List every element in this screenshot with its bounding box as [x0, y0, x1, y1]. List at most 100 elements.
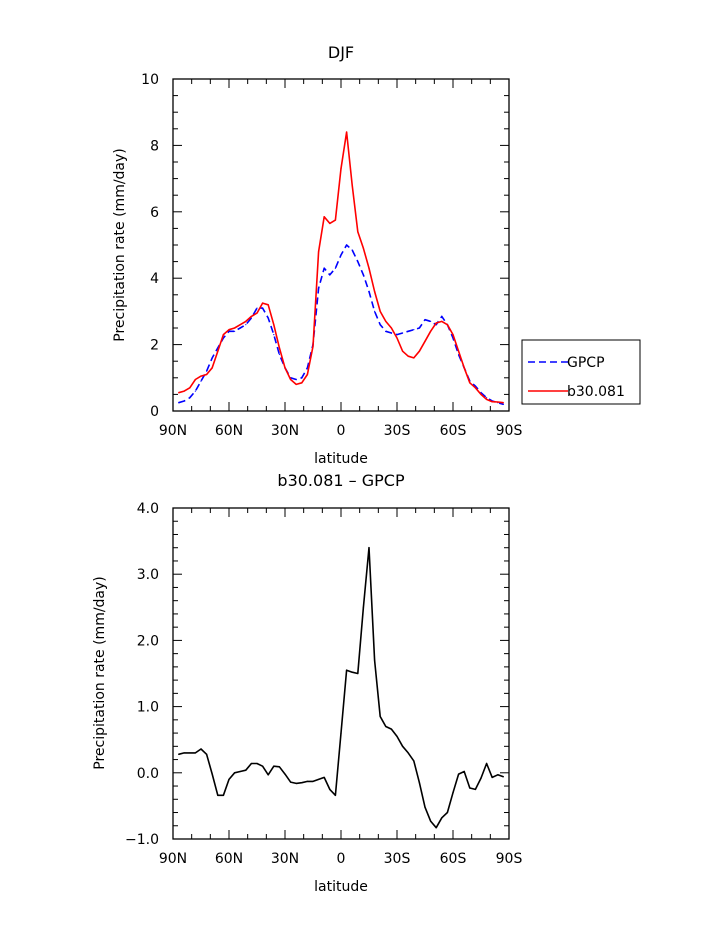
data-point [502, 776, 504, 778]
data-point [441, 817, 443, 819]
data-point [200, 748, 202, 750]
data-point [424, 806, 426, 808]
legend-box [521, 339, 641, 405]
data-point [430, 820, 432, 822]
data-point [402, 332, 404, 334]
data-point [346, 131, 348, 133]
data-point [452, 334, 454, 336]
data-point [418, 327, 420, 329]
x-tick-label: 30S [384, 851, 411, 867]
data-point [402, 350, 404, 352]
data-point [379, 310, 381, 312]
data-point [273, 324, 275, 326]
plot-frame [172, 78, 510, 412]
x-tick-label: 90S [496, 423, 523, 439]
data-point [486, 397, 488, 399]
data-point [211, 357, 213, 359]
data-point [239, 770, 241, 773]
data-point [284, 773, 286, 775]
data-point [267, 304, 269, 306]
data-point [318, 287, 320, 289]
data-point [368, 547, 370, 549]
data-point [474, 788, 476, 790]
data-point [334, 219, 336, 221]
data-point [178, 402, 180, 404]
data-point [474, 387, 476, 389]
x-tick-label: 30S [384, 423, 411, 439]
data-point [200, 380, 202, 382]
data-point [273, 765, 275, 767]
data-point [407, 330, 409, 332]
data-point [446, 324, 448, 326]
chart-panel-1: DJF 90N 60N 30N 0 30S 60S 90S 0 2 4 6 8 10 latitude Pre… [112, 43, 641, 467]
data-point [430, 320, 432, 322]
data-point [211, 773, 213, 775]
data-point [446, 811, 448, 814]
data-point [396, 334, 398, 336]
data-point [273, 334, 275, 336]
data-point [390, 332, 392, 334]
chart-panel-2: b30.081 – GPCP 90N 60N 30N 0 30S 60S 90S −1.0 0.0… [92, 471, 522, 895]
y-tick-label: 1.0 [137, 700, 159, 716]
data-point [379, 715, 381, 718]
data-point [491, 401, 493, 403]
data-point [211, 367, 213, 369]
data-point [486, 398, 488, 400]
data-point [497, 774, 499, 776]
data-point [290, 781, 292, 783]
data-point [295, 383, 297, 386]
x-tick-label: 90N [159, 851, 187, 867]
data-point [469, 382, 471, 384]
data-point [245, 324, 247, 326]
data-point [245, 769, 247, 771]
data-point [228, 778, 230, 781]
data-point [278, 353, 280, 356]
data-point [290, 378, 292, 381]
y-tick-label: 2 [150, 338, 159, 354]
y-tick-label: 0 [150, 404, 159, 420]
data-point [301, 382, 303, 384]
data-point [413, 760, 415, 762]
data-point [368, 267, 370, 269]
chart-title: DJF [328, 43, 354, 62]
series-points [178, 131, 504, 404]
data-point [284, 367, 286, 369]
x-tick-label: 30N [271, 423, 299, 439]
data-point [183, 390, 185, 392]
plot-frame [172, 507, 510, 840]
data-point [306, 367, 308, 369]
data-point [222, 334, 224, 336]
series-line-b30-081 [178, 131, 504, 404]
data-point [178, 753, 180, 755]
data-point [357, 672, 359, 675]
y-tick-label: 10 [141, 72, 159, 88]
legend: GPCP b30.081 [521, 339, 641, 405]
data-point [329, 222, 331, 225]
data-point [418, 350, 420, 352]
data-point [424, 340, 426, 342]
data-point [374, 659, 376, 661]
data-point [312, 780, 314, 783]
y-tick-label: 0.0 [137, 766, 159, 782]
data-point [418, 782, 420, 784]
data-point [346, 669, 348, 671]
legend-label: GPCP [567, 355, 605, 371]
data-point [250, 762, 252, 765]
data-point [306, 373, 308, 376]
data-point [228, 329, 230, 331]
data-point [329, 788, 331, 790]
data-point [374, 310, 376, 312]
data-point [222, 794, 224, 796]
data-point [430, 330, 432, 332]
data-point [424, 319, 426, 321]
y-tick-label: 4 [150, 271, 159, 287]
data-point [267, 774, 269, 776]
series-line-gpcp [178, 244, 504, 406]
data-point [189, 397, 191, 399]
data-point [340, 254, 342, 256]
x-tick-label: 0 [337, 851, 346, 867]
data-point [183, 752, 185, 754]
data-point [491, 776, 493, 779]
data-point [250, 315, 252, 317]
